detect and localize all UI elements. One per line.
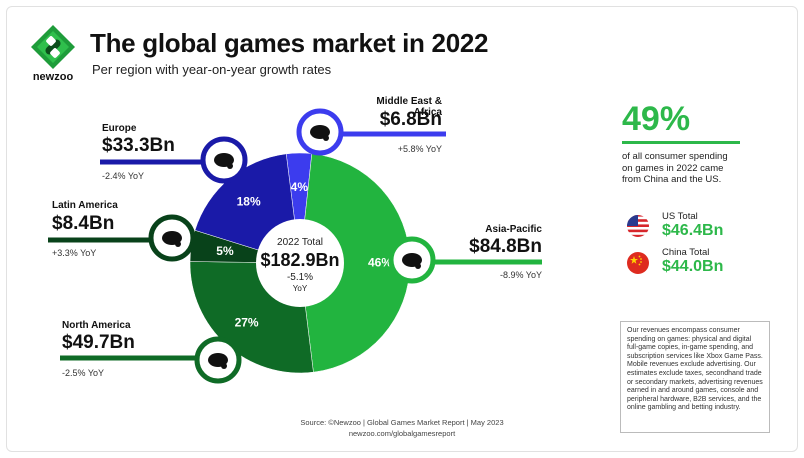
slice-percent-label: 5% bbox=[216, 244, 234, 258]
region-badge-icon bbox=[388, 236, 436, 284]
mea-name: Middle East & Africa bbox=[376, 96, 442, 118]
china-value: $44.0Bn bbox=[662, 258, 724, 275]
logo-text: newzoo bbox=[32, 71, 74, 83]
mea-value: $6.8Bn bbox=[379, 109, 442, 130]
continent-map-icon-detail bbox=[221, 363, 227, 369]
page-subtitle: Per region with year-on-year growth rate… bbox=[92, 62, 332, 77]
continent-map-icon-detail bbox=[323, 135, 329, 141]
methodology-note: Our revenues encompass consumer spending… bbox=[620, 321, 770, 433]
latam-yoy: +3.3% YoY bbox=[52, 248, 97, 258]
page-title: The global games market in 2022 bbox=[90, 28, 489, 58]
slice-percent-label: 46% bbox=[368, 255, 392, 269]
europe-value: $33.3Bn bbox=[102, 135, 175, 156]
china-label: China Total bbox=[662, 247, 710, 258]
apac-yoy: -8.9% YoY bbox=[499, 270, 542, 280]
na-name: North America bbox=[62, 320, 131, 331]
mea-yoy: +5.8% YoY bbox=[397, 144, 442, 154]
stat-divider bbox=[622, 141, 740, 144]
stat-percent: 49% bbox=[622, 100, 691, 138]
source-url[interactable]: newzoo.com/globalgamesreport bbox=[348, 429, 456, 438]
region-badge-icon bbox=[200, 136, 248, 184]
us-value: $46.4Bn bbox=[662, 222, 724, 239]
center-yoy-label: YoY bbox=[293, 284, 308, 293]
continent-map-icon-detail bbox=[175, 241, 181, 247]
europe-yoy: -2.4% YoY bbox=[102, 171, 145, 181]
europe-name: Europe bbox=[102, 123, 137, 134]
na-yoy: -2.5% YoY bbox=[62, 368, 105, 378]
center-label: 2022 Total bbox=[277, 237, 323, 248]
apac-value: $84.8Bn bbox=[469, 236, 542, 257]
latam-name: Latin America bbox=[52, 200, 118, 211]
newzoo-logo-icon bbox=[31, 25, 75, 69]
apac-name: Asia-Pacific bbox=[485, 224, 542, 235]
region-badge-icon bbox=[296, 108, 344, 156]
us-flag-icon bbox=[627, 215, 649, 237]
china-flag-icon bbox=[627, 252, 649, 274]
region-badge-icon bbox=[148, 214, 196, 262]
source-text: Source: ©Newzoo | Global Games Market Re… bbox=[300, 418, 504, 427]
continent-map-icon-detail bbox=[227, 163, 233, 169]
stat-text: of all consumer spending on games in 202… bbox=[622, 151, 728, 185]
region-badges bbox=[148, 108, 436, 384]
us-label: US Total bbox=[662, 211, 698, 222]
slice-percent-label: 27% bbox=[235, 316, 259, 330]
center-value: $182.9Bn bbox=[260, 250, 339, 270]
continent-map-icon-detail bbox=[415, 263, 421, 269]
slice-percent-label: 4% bbox=[291, 180, 309, 194]
latam-value: $8.4Bn bbox=[52, 213, 115, 234]
na-value: $49.7Bn bbox=[62, 332, 135, 353]
region-badge-icon bbox=[194, 336, 242, 384]
center-hole bbox=[256, 219, 344, 307]
center-yoy: -5.1% bbox=[287, 272, 313, 283]
slice-percent-label: 18% bbox=[237, 195, 261, 209]
slice-labels: 4% 46% 27% 5% 18% bbox=[216, 180, 392, 330]
